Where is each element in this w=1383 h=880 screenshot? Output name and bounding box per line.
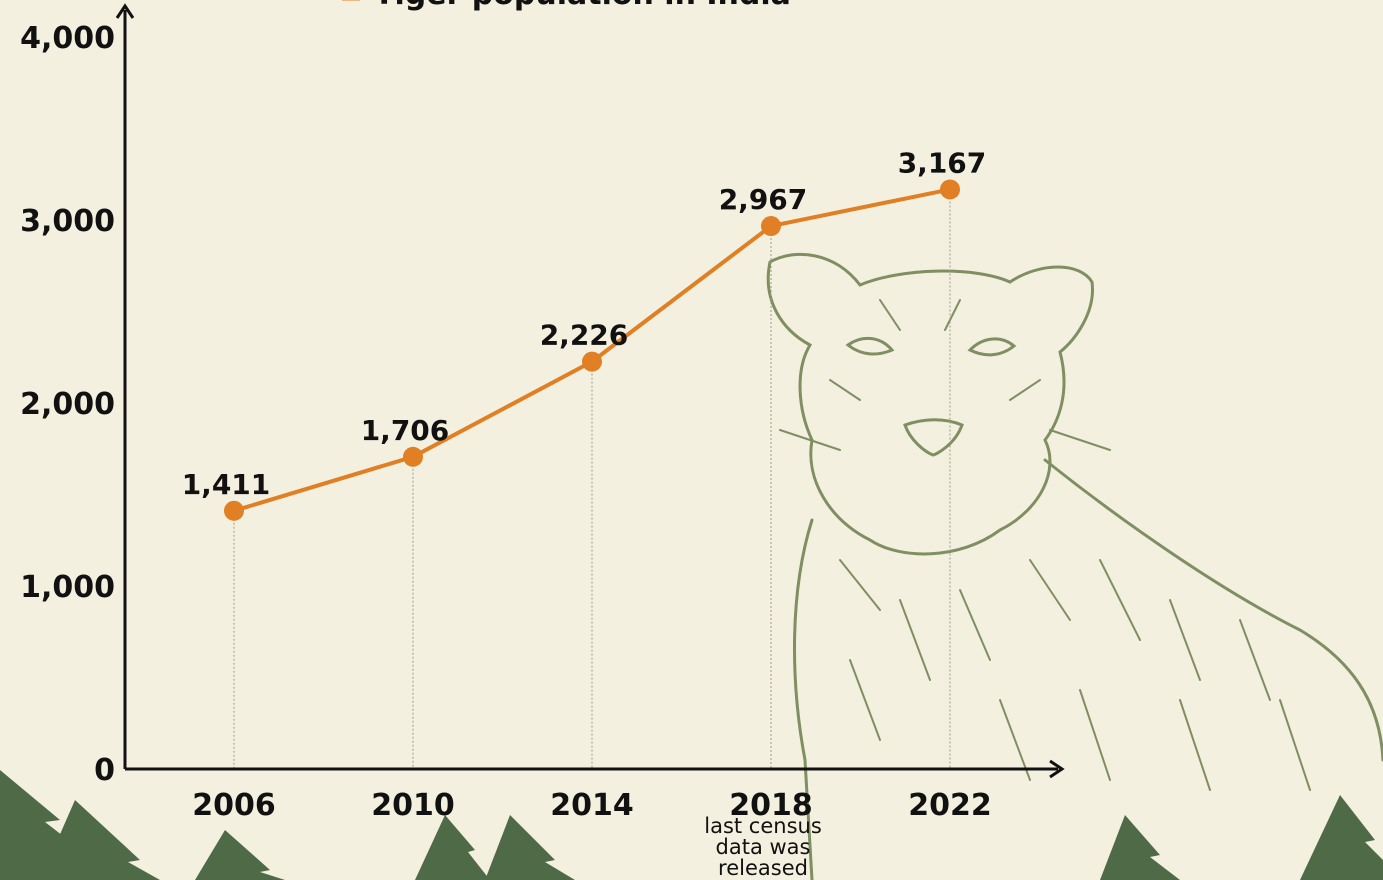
drop-lines xyxy=(233,189,951,769)
y-tick-label: 0 xyxy=(94,753,115,788)
data-label: 1,411 xyxy=(182,468,271,501)
data-point xyxy=(403,446,423,467)
tiger-head-outline xyxy=(766,252,1094,556)
data-label: 1,706 xyxy=(361,414,450,447)
tiger-illustration xyxy=(766,252,1383,880)
tree xyxy=(0,770,120,880)
tree xyxy=(485,815,575,880)
tiger-eye-left xyxy=(845,336,895,356)
tree xyxy=(415,815,490,880)
data-points xyxy=(224,179,960,521)
y-tick-label: 3,000 xyxy=(20,204,115,239)
x-tick-label: 2010 xyxy=(371,788,455,823)
annotation-line: data was xyxy=(716,835,811,859)
x-tick-labels: 2006 2010 2014 2018 2022 xyxy=(192,788,992,823)
tiger-nose xyxy=(903,418,964,457)
y-tick-label: 4,000 xyxy=(20,21,115,56)
axes xyxy=(115,3,1065,779)
tree xyxy=(40,800,160,880)
legend: Tiger population in India xyxy=(342,0,791,12)
annotation-line: released xyxy=(718,856,808,880)
x-tick-label: 2018 xyxy=(729,788,813,823)
y-tick-label: 2,000 xyxy=(20,387,115,422)
y-tick-label: 1,000 xyxy=(20,570,115,605)
tiger-body-outline xyxy=(793,458,1383,880)
data-point xyxy=(582,351,602,372)
tiger-stripes xyxy=(779,299,1311,791)
tree xyxy=(1100,815,1180,880)
x-tick-label: 2022 xyxy=(908,788,992,823)
y-tick-labels: 0 1,000 2,000 3,000 4,000 xyxy=(20,21,115,788)
annotation-line: last census xyxy=(704,814,822,838)
data-label: 3,167 xyxy=(898,146,987,179)
x-tick-label: 2014 xyxy=(550,788,634,823)
x-tick-label: 2006 xyxy=(192,788,276,823)
x-axis-arrow xyxy=(1049,759,1065,779)
data-label: 2,967 xyxy=(719,183,808,216)
tree xyxy=(1300,795,1383,880)
legend-label: Tiger population in India xyxy=(374,0,791,12)
tree xyxy=(195,830,285,880)
data-point xyxy=(940,179,960,200)
tiger-eye-right xyxy=(967,337,1017,357)
data-label: 2,226 xyxy=(540,319,629,352)
y-axis-arrow xyxy=(115,3,135,19)
data-labels: 1,411 1,706 2,226 2,967 3,167 xyxy=(182,146,987,500)
forest-illustration xyxy=(0,770,1383,880)
data-point xyxy=(761,216,781,237)
data-point xyxy=(224,500,244,521)
